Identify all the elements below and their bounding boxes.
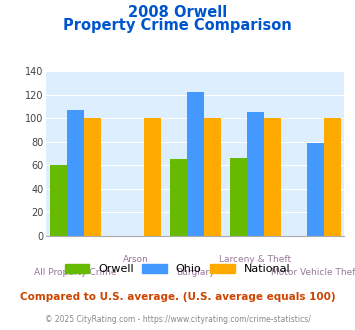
Text: 2008 Orwell: 2008 Orwell <box>128 5 227 20</box>
Bar <box>204 118 220 236</box>
Bar <box>307 143 324 236</box>
Bar <box>324 118 340 236</box>
Bar <box>170 159 187 236</box>
Bar <box>247 112 264 236</box>
Legend: Orwell, Ohio, National: Orwell, Ohio, National <box>62 261 293 277</box>
Text: Property Crime Comparison: Property Crime Comparison <box>63 18 292 33</box>
Bar <box>264 118 280 236</box>
Bar <box>67 110 84 236</box>
Bar <box>84 118 101 236</box>
Bar <box>144 118 161 236</box>
Text: Motor Vehicle Theft: Motor Vehicle Theft <box>271 268 355 277</box>
Text: All Property Crime: All Property Crime <box>34 268 116 277</box>
Text: Burglary: Burglary <box>176 268 214 277</box>
Bar <box>50 165 67 236</box>
Bar <box>230 158 247 236</box>
Text: Larceny & Theft: Larceny & Theft <box>219 255 291 264</box>
Text: © 2025 CityRating.com - https://www.cityrating.com/crime-statistics/: © 2025 CityRating.com - https://www.city… <box>45 315 310 324</box>
Bar <box>187 92 204 236</box>
Text: Arson: Arson <box>122 255 148 264</box>
Text: Compared to U.S. average. (U.S. average equals 100): Compared to U.S. average. (U.S. average … <box>20 292 335 302</box>
